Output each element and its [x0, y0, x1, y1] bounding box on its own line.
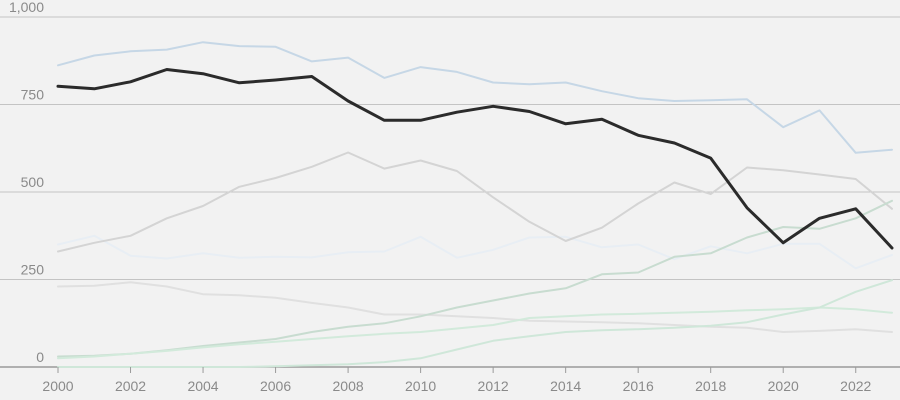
x-tick-label: 2022 — [840, 378, 871, 394]
series-line-5 — [57, 306, 893, 360]
x-tick-label: 2010 — [405, 378, 436, 394]
x-tick-label: 2002 — [115, 378, 146, 394]
x-tick-label: 2014 — [550, 378, 581, 394]
series-line-0 — [57, 41, 893, 154]
series-line-3 — [57, 281, 893, 333]
y-axis-tick-labels: 0 250 500 750 1,000 — [9, 0, 44, 365]
series-line-6 — [57, 279, 893, 368]
x-tick-label: 2012 — [478, 378, 509, 394]
x-tick-label: 2004 — [187, 378, 218, 394]
y-tick-label: 0 — [36, 349, 44, 365]
series-line-4 — [57, 199, 893, 358]
x-tick-label: 2000 — [42, 378, 73, 394]
x-tick-label: 2006 — [260, 378, 291, 394]
gridlines — [0, 16, 900, 368]
highlighted-series-line — [56, 68, 894, 250]
y-tick-label: 1,000 — [9, 0, 44, 15]
y-tick-label: 750 — [21, 87, 45, 103]
series-line-1 — [57, 234, 893, 270]
x-axis: 2000 2002 2004 2006 2008 2010 2012 2014 2016 2018… — [42, 367, 872, 394]
x-tick-label: 2020 — [768, 378, 799, 394]
y-tick-label: 500 — [21, 174, 45, 190]
x-tick-label: 2008 — [333, 378, 364, 394]
y-tick-label: 250 — [21, 262, 45, 278]
series-line-2 — [57, 151, 893, 253]
x-tick-label: 2018 — [695, 378, 726, 394]
series-lines — [56, 41, 894, 368]
x-tick-label: 2016 — [623, 378, 654, 394]
